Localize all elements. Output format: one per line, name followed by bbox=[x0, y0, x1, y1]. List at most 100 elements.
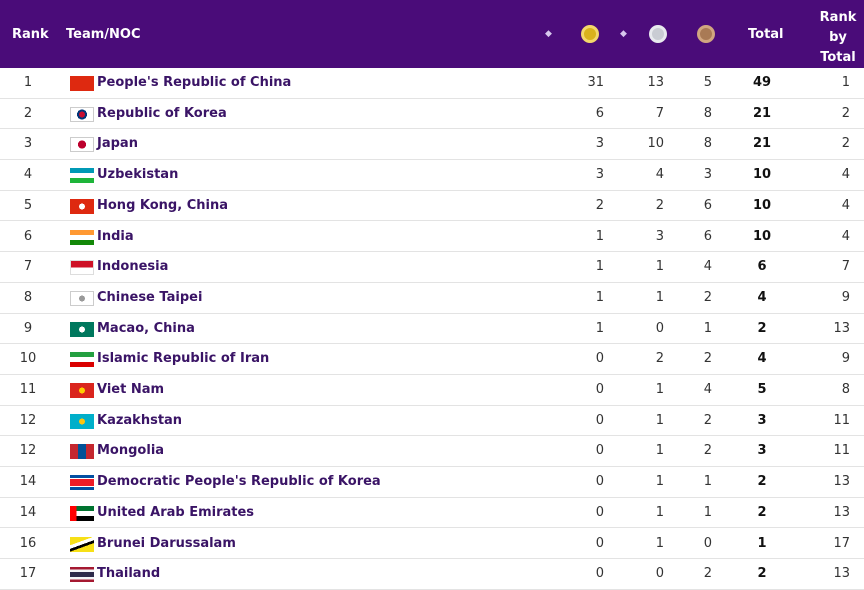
team-name[interactable]: United Arab Emirates bbox=[97, 504, 255, 520]
bronze-count: 1 bbox=[703, 504, 712, 520]
total-count: 10 bbox=[752, 167, 772, 183]
rank: 16 bbox=[19, 535, 37, 551]
rank: 14 bbox=[19, 504, 37, 520]
total-count: 4 bbox=[757, 289, 767, 305]
rank-by-total: 8 bbox=[841, 382, 850, 397]
silver-count: 2 bbox=[655, 351, 664, 367]
gold-count: 31 bbox=[587, 75, 604, 90]
team-header[interactable]: Team/NOC bbox=[66, 27, 141, 42]
flag-icon bbox=[70, 567, 94, 583]
silver-count: 4 bbox=[655, 167, 664, 183]
table-row[interactable]: 16 Brunei Darussalam 0 1 0 1 17 bbox=[0, 529, 864, 560]
rank-by-total: 2 bbox=[841, 136, 850, 152]
bronze-count: 5 bbox=[703, 75, 712, 90]
team-name[interactable]: Indonesia bbox=[97, 259, 169, 275]
bronze-count: 6 bbox=[703, 197, 712, 213]
rank-by-total: 13 bbox=[833, 320, 850, 336]
flag-icon bbox=[70, 475, 94, 491]
flag-icon bbox=[70, 106, 94, 122]
team-name[interactable]: Thailand bbox=[97, 566, 161, 582]
team-name[interactable]: Democratic People's Republic of Korea bbox=[97, 474, 381, 490]
rank-by-total: 13 bbox=[833, 474, 850, 490]
rank-by-total: 4 bbox=[841, 167, 850, 183]
table-row[interactable]: 7 Indonesia 1 1 4 6 7 bbox=[0, 252, 864, 283]
table-row[interactable]: 3 Japan 3 10 8 21 2 bbox=[0, 129, 864, 161]
table-row[interactable]: 1 People's Republic of China 31 13 5 49 1 bbox=[0, 68, 864, 99]
team-name[interactable]: Macao, China bbox=[97, 320, 195, 336]
table-row[interactable]: 17 Thailand 0 0 2 2 13 bbox=[0, 559, 864, 590]
rank-by-total: 11 bbox=[833, 412, 850, 428]
rank-header[interactable]: Rank bbox=[12, 27, 49, 42]
flag-icon bbox=[70, 76, 94, 91]
rank-by-total: 7 bbox=[841, 259, 850, 275]
gold-count: 0 bbox=[595, 443, 604, 459]
team-name[interactable]: Republic of Korea bbox=[97, 105, 227, 121]
sort-icon[interactable]: ◆ bbox=[545, 29, 552, 39]
bronze-count: 2 bbox=[703, 443, 712, 459]
rank: 12 bbox=[19, 443, 37, 459]
gold-count: 0 bbox=[595, 566, 604, 582]
table-row[interactable]: 4 Uzbekistan 3 4 3 10 4 bbox=[0, 160, 864, 191]
team-name[interactable]: Viet Nam bbox=[97, 382, 165, 397]
table-row[interactable]: 6 India 1 3 6 10 4 bbox=[0, 222, 864, 253]
sort-icon[interactable]: ◆ bbox=[620, 29, 627, 39]
flag-icon bbox=[70, 352, 94, 368]
flag-icon bbox=[70, 198, 94, 214]
team-name[interactable]: Chinese Taipei bbox=[97, 289, 203, 305]
silver-count: 13 bbox=[647, 75, 664, 90]
flag-icon bbox=[70, 505, 94, 521]
team-name[interactable]: Japan bbox=[97, 136, 138, 152]
total-count: 5 bbox=[757, 382, 767, 397]
table-row[interactable]: 2 Republic of Korea 6 7 8 21 2 bbox=[0, 99, 864, 130]
team-name[interactable]: Kazakhstan bbox=[97, 412, 183, 428]
team-name[interactable]: Islamic Republic of Iran bbox=[97, 351, 270, 367]
team-name[interactable]: People's Republic of China bbox=[97, 75, 292, 90]
rank-by-total: 9 bbox=[841, 289, 850, 305]
team-name[interactable]: Brunei Darussalam bbox=[97, 535, 236, 551]
total-count: 6 bbox=[757, 259, 767, 275]
silver-count: 7 bbox=[655, 105, 664, 121]
flag-icon bbox=[70, 290, 94, 306]
rank-by-total: 9 bbox=[841, 351, 850, 367]
gold-count: 0 bbox=[595, 474, 604, 490]
bronze-icon bbox=[697, 25, 715, 43]
rank-by-total: 1 bbox=[841, 75, 850, 90]
flag-icon bbox=[70, 444, 94, 460]
rank: 8 bbox=[23, 289, 33, 305]
gold-count: 0 bbox=[595, 351, 604, 367]
rank: 7 bbox=[23, 259, 33, 275]
bronze-count: 3 bbox=[703, 167, 712, 183]
table-row[interactable]: 14 Democratic People's Republic of Korea 0… bbox=[0, 467, 864, 498]
table-row[interactable]: 14 United Arab Emirates 0 1 1 2 13 bbox=[0, 498, 864, 529]
gold-count: 1 bbox=[595, 289, 604, 305]
rank-by-total-header[interactable]: Rank by Total bbox=[819, 10, 857, 65]
silver-count: 0 bbox=[655, 566, 664, 582]
team-name[interactable]: Mongolia bbox=[97, 443, 165, 459]
gold-count: 1 bbox=[595, 228, 604, 244]
flag-icon bbox=[70, 168, 94, 184]
table-row[interactable]: 9 Macao, China 1 0 1 2 13 bbox=[0, 314, 864, 345]
silver-count: 1 bbox=[655, 259, 664, 275]
team-name[interactable]: India bbox=[97, 228, 134, 244]
table-row[interactable]: 5 Hong Kong, China 2 2 6 10 4 bbox=[0, 191, 864, 222]
bronze-count: 6 bbox=[703, 228, 712, 244]
gold-count: 2 bbox=[595, 197, 604, 213]
table-row[interactable]: 12 Mongolia 0 1 2 3 11 bbox=[0, 436, 864, 468]
total-count: 2 bbox=[757, 504, 767, 520]
team-name[interactable]: Uzbekistan bbox=[97, 167, 179, 183]
total-header[interactable]: Total bbox=[748, 27, 784, 42]
total-count: 2 bbox=[757, 320, 767, 336]
gold-count: 1 bbox=[595, 259, 604, 275]
team-name[interactable]: Hong Kong, China bbox=[97, 197, 228, 213]
total-count: 10 bbox=[752, 228, 772, 244]
rank-by-total: 13 bbox=[833, 504, 850, 520]
total-count: 21 bbox=[752, 105, 772, 121]
rank: 2 bbox=[23, 105, 33, 121]
silver-count: 3 bbox=[655, 228, 664, 244]
bronze-count: 4 bbox=[703, 259, 712, 275]
table-row[interactable]: 11 Viet Nam 0 1 4 5 8 bbox=[0, 375, 864, 406]
table-row[interactable]: 12 Kazakhstan 0 1 2 3 11 bbox=[0, 406, 864, 437]
table-row[interactable]: 10 Islamic Republic of Iran 0 2 2 4 9 bbox=[0, 344, 864, 375]
table-row[interactable]: 8 Chinese Taipei 1 1 2 4 9 bbox=[0, 283, 864, 314]
